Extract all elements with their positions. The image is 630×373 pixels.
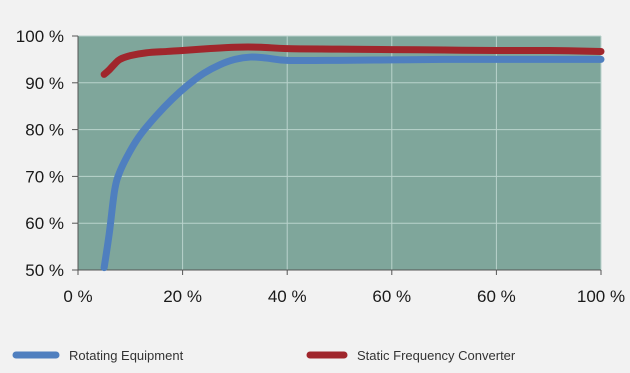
x-tick-label-5: 100 % bbox=[577, 287, 625, 306]
series-line-rotating-equipment bbox=[100, 53, 605, 272]
x-tick-label-1: 20 % bbox=[163, 287, 202, 306]
x-tick-label-3: 60 % bbox=[372, 287, 411, 306]
y-tick-label-5: 100 % bbox=[16, 27, 64, 46]
y-tick-label-4: 90 % bbox=[25, 74, 64, 93]
legend-item-static-frequency-converter: Static Frequency Converter bbox=[306, 348, 516, 363]
y-tick-label-0: 50 % bbox=[25, 261, 64, 280]
legend-item-rotating-equipment: Rotating Equipment bbox=[12, 348, 184, 363]
x-axis-tick-labels: 0 % 20 % 40 % 60 % 60 % 100 % bbox=[63, 287, 625, 306]
series-layer bbox=[100, 43, 605, 272]
legend-label-static-frequency-converter: Static Frequency Converter bbox=[357, 348, 516, 363]
legend-label-rotating-equipment: Rotating Equipment bbox=[69, 348, 184, 363]
x-tick-label-2: 40 % bbox=[268, 287, 307, 306]
y-tick-label-1: 60 % bbox=[25, 214, 64, 233]
series-line-static-frequency-converter bbox=[100, 43, 605, 78]
y-axis-tick-labels: 50 % 60 % 70 % 80 % 90 % 100 % bbox=[16, 27, 64, 280]
y-tick-label-3: 80 % bbox=[25, 121, 64, 140]
x-tick-label-0: 0 % bbox=[63, 287, 92, 306]
grid bbox=[77, 35, 602, 271]
x-tick-label-4: 60 % bbox=[477, 287, 516, 306]
legend: Rotating Equipment Static Frequency Conv… bbox=[12, 348, 516, 363]
y-tick-label-2: 70 % bbox=[25, 167, 64, 186]
axes bbox=[72, 35, 602, 275]
plot-area bbox=[78, 36, 601, 270]
